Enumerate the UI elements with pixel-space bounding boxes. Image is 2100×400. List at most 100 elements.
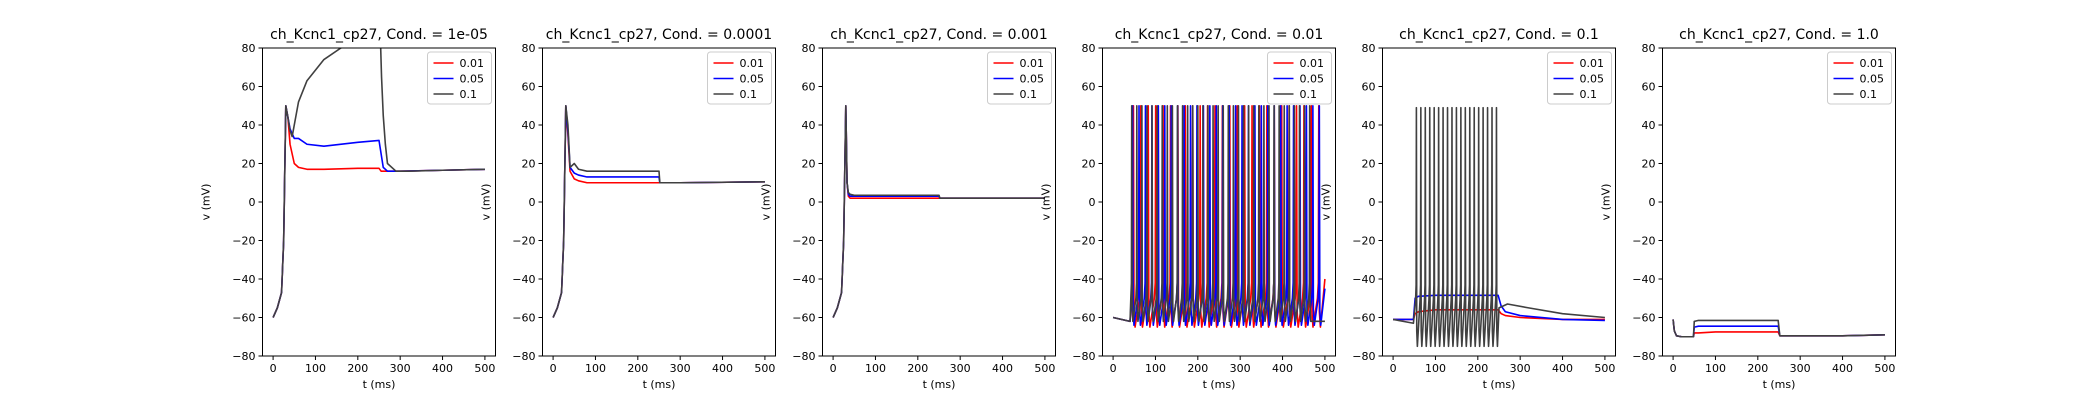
y-tick-label: 20 (522, 158, 536, 171)
series-line-0.1 (832, 104, 1045, 318)
legend-label: 0.1 (1020, 88, 1038, 101)
y-tick-label: −80 (1072, 350, 1095, 363)
legend-label: 0.05 (1860, 73, 1885, 86)
legend-label: 0.01 (1580, 57, 1605, 70)
x-tick-label: 200 (1747, 362, 1768, 375)
y-tick-label: −20 (1352, 235, 1375, 248)
y-tick-label: 40 (242, 119, 256, 132)
x-tick-label: 400 (1552, 362, 1573, 375)
x-tick-label: 200 (907, 362, 928, 375)
y-tick-label: −40 (1632, 273, 1655, 286)
subplot-4: ch_Kcnc1_cp27, Cond. = 0.010 100 200 300 400… (1040, 27, 1336, 391)
y-tick-label: 60 (242, 81, 256, 94)
y-tick-label: 40 (1082, 119, 1096, 132)
y-tick-label: −40 (1352, 273, 1375, 286)
x-axis-label: t (ms) (643, 378, 676, 391)
series-line-0.05 (272, 104, 485, 318)
y-tick-label: −20 (1632, 235, 1655, 248)
series-line-0.01 (832, 104, 1045, 318)
y-tick-label: −60 (232, 312, 255, 325)
y-tick-label: 80 (1642, 42, 1656, 55)
y-tick-label: −60 (792, 312, 815, 325)
legend: 0.01 0.05 0.1 (987, 51, 1052, 105)
x-tick-label: 200 (1187, 362, 1208, 375)
legend-label: 0.05 (740, 73, 765, 86)
x-axis-label: t (ms) (1763, 378, 1796, 391)
x-tick-label: 300 (1230, 362, 1251, 375)
legend-label: 0.1 (1300, 88, 1318, 101)
y-tick-label: −60 (1632, 312, 1655, 325)
legend-box (987, 51, 1052, 105)
legend: 0.01 0.05 0.1 (1547, 51, 1612, 105)
x-tick-label: 0 (830, 362, 837, 375)
x-tick-label: 500 (474, 362, 495, 375)
legend-label: 0.1 (1580, 88, 1598, 101)
y-tick-label: 0 (1649, 196, 1656, 209)
y-tick-label: −40 (792, 273, 815, 286)
y-tick-label: −40 (232, 273, 255, 286)
y-axis-label: v (mV) (1040, 184, 1053, 221)
series-line-0.01 (272, 104, 485, 318)
legend-label: 0.05 (1020, 73, 1045, 86)
x-tick-label: 500 (1594, 362, 1615, 375)
legend-label: 0.01 (740, 57, 765, 70)
x-tick-label: 300 (390, 362, 411, 375)
series-line-0.05 (552, 104, 765, 318)
y-tick-label: −20 (792, 235, 815, 248)
y-tick-label: 80 (1082, 42, 1096, 55)
y-tick-label: 80 (522, 42, 536, 55)
y-tick-label: 0 (1369, 196, 1376, 209)
legend-label: 0.01 (1020, 57, 1045, 70)
legend: 0.01 0.05 0.1 (1267, 51, 1332, 105)
x-axis-label: t (ms) (363, 378, 396, 391)
y-tick-label: −80 (792, 350, 815, 363)
x-tick-label: 200 (627, 362, 648, 375)
y-tick-label: 20 (1362, 158, 1376, 171)
y-tick-label: 20 (242, 158, 256, 171)
series-line-0.05 (832, 104, 1045, 318)
series-line-0.1 (1672, 319, 1885, 338)
y-tick-label: 60 (802, 81, 816, 94)
x-tick-label: 100 (305, 362, 326, 375)
legend-box (1827, 51, 1892, 105)
x-axis-label: t (ms) (923, 378, 956, 391)
legend-label: 0.05 (1300, 73, 1325, 86)
y-tick-label: −80 (1352, 350, 1375, 363)
legend: 0.01 0.05 0.1 (1827, 51, 1892, 105)
x-tick-label: 100 (865, 362, 886, 375)
y-tick-label: 0 (529, 196, 536, 209)
y-tick-label: 80 (1362, 42, 1376, 55)
x-tick-label: 200 (1467, 362, 1488, 375)
x-tick-label: 0 (1110, 362, 1117, 375)
legend: 0.01 0.05 0.1 (427, 51, 492, 105)
y-tick-label: 40 (1362, 119, 1376, 132)
x-tick-label: 200 (347, 362, 368, 375)
y-tick-label: −80 (512, 350, 535, 363)
x-tick-label: 100 (1705, 362, 1726, 375)
y-axis-label: v (mV) (1600, 184, 1613, 221)
legend: 0.01 0.05 0.1 (707, 51, 772, 105)
plot-title: ch_Kcnc1_cp27, Cond. = 1e-05 (270, 27, 488, 43)
y-tick-label: 0 (249, 196, 256, 209)
legend-label: 0.1 (460, 88, 478, 101)
x-tick-label: 300 (670, 362, 691, 375)
legend-box (427, 51, 492, 105)
y-tick-label: 20 (1642, 158, 1656, 171)
series-line-0.1 (552, 104, 765, 318)
y-axis-label: v (mV) (760, 184, 773, 221)
y-tick-label: 60 (522, 81, 536, 94)
x-tick-label: 300 (1510, 362, 1531, 375)
x-axis-label: t (ms) (1203, 378, 1236, 391)
x-tick-label: 500 (754, 362, 775, 375)
y-tick-label: 20 (1082, 158, 1096, 171)
y-tick-label: 40 (522, 119, 536, 132)
y-tick-label: 40 (802, 119, 816, 132)
y-tick-label: 60 (1642, 81, 1656, 94)
x-tick-label: 400 (992, 362, 1013, 375)
y-axis-label: v (mV) (200, 184, 213, 221)
legend-label: 0.1 (740, 88, 758, 101)
y-tick-label: −60 (1072, 312, 1095, 325)
